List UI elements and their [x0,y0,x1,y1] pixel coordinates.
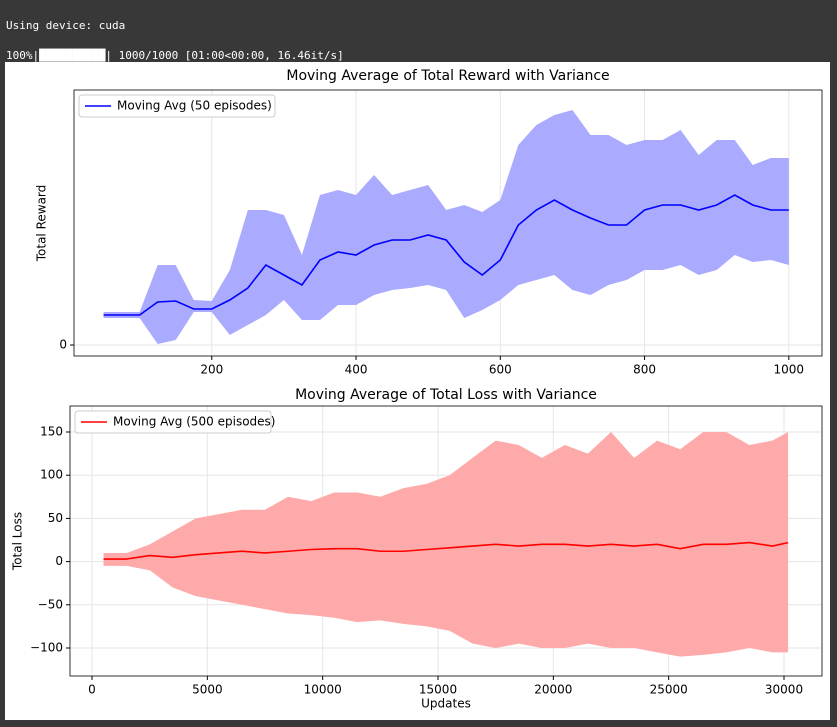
moving-average-line [103,541,789,560]
legend-box [74,410,272,434]
legend-label: Moving Avg (50 episodes) [117,99,272,113]
chart-title: Moving Average of Total Loss with Varian… [295,387,597,403]
x-tick-label: 25000 [650,683,688,697]
plot-frame [73,89,823,357]
y-tick-label: 0 [59,338,67,352]
x-tick-label: 30000 [765,683,803,697]
y-tick-label: −100 [30,641,63,655]
x-axis-label: Updates [421,697,471,711]
console-line: Using device: cuda [6,19,126,32]
x-tick-label: 15000 [419,683,457,697]
x-tick-label: 10000 [304,683,342,697]
y-tick-label: 0 [55,554,63,568]
legend-box [78,94,276,118]
x-tick-label: 200 [200,363,223,377]
y-tick-label: −50 [38,597,63,611]
y-tick-label: 150 [40,425,63,439]
console-line: 100%|██████████| 1000/1000 [01:00<00:00,… [6,49,344,62]
legend: Moving Avg (500 episodes) [74,410,275,434]
chart-title: Moving Average of Total Reward with Vari… [286,68,609,84]
y-axis-label: Total Reward [35,185,49,263]
x-tick-label: 800 [633,363,656,377]
legend-label: Moving Avg (500 episodes) [113,415,275,429]
y-tick-label: 50 [48,511,63,525]
x-tick-label: 400 [345,363,368,377]
x-tick-label: 600 [489,363,512,377]
plot-frame [69,405,823,677]
variance-band [103,110,789,344]
moving-average-line [103,194,789,316]
x-tick-label: 5000 [192,683,223,697]
legend: Moving Avg (50 episodes) [78,94,276,118]
x-tick-label: 20000 [534,683,572,697]
y-axis-label: Total Loss [11,512,25,571]
y-tick-label: 100 [40,468,63,482]
x-tick-label: 1000 [774,363,805,377]
x-tick-label: 0 [88,683,96,697]
variance-band [103,432,789,657]
